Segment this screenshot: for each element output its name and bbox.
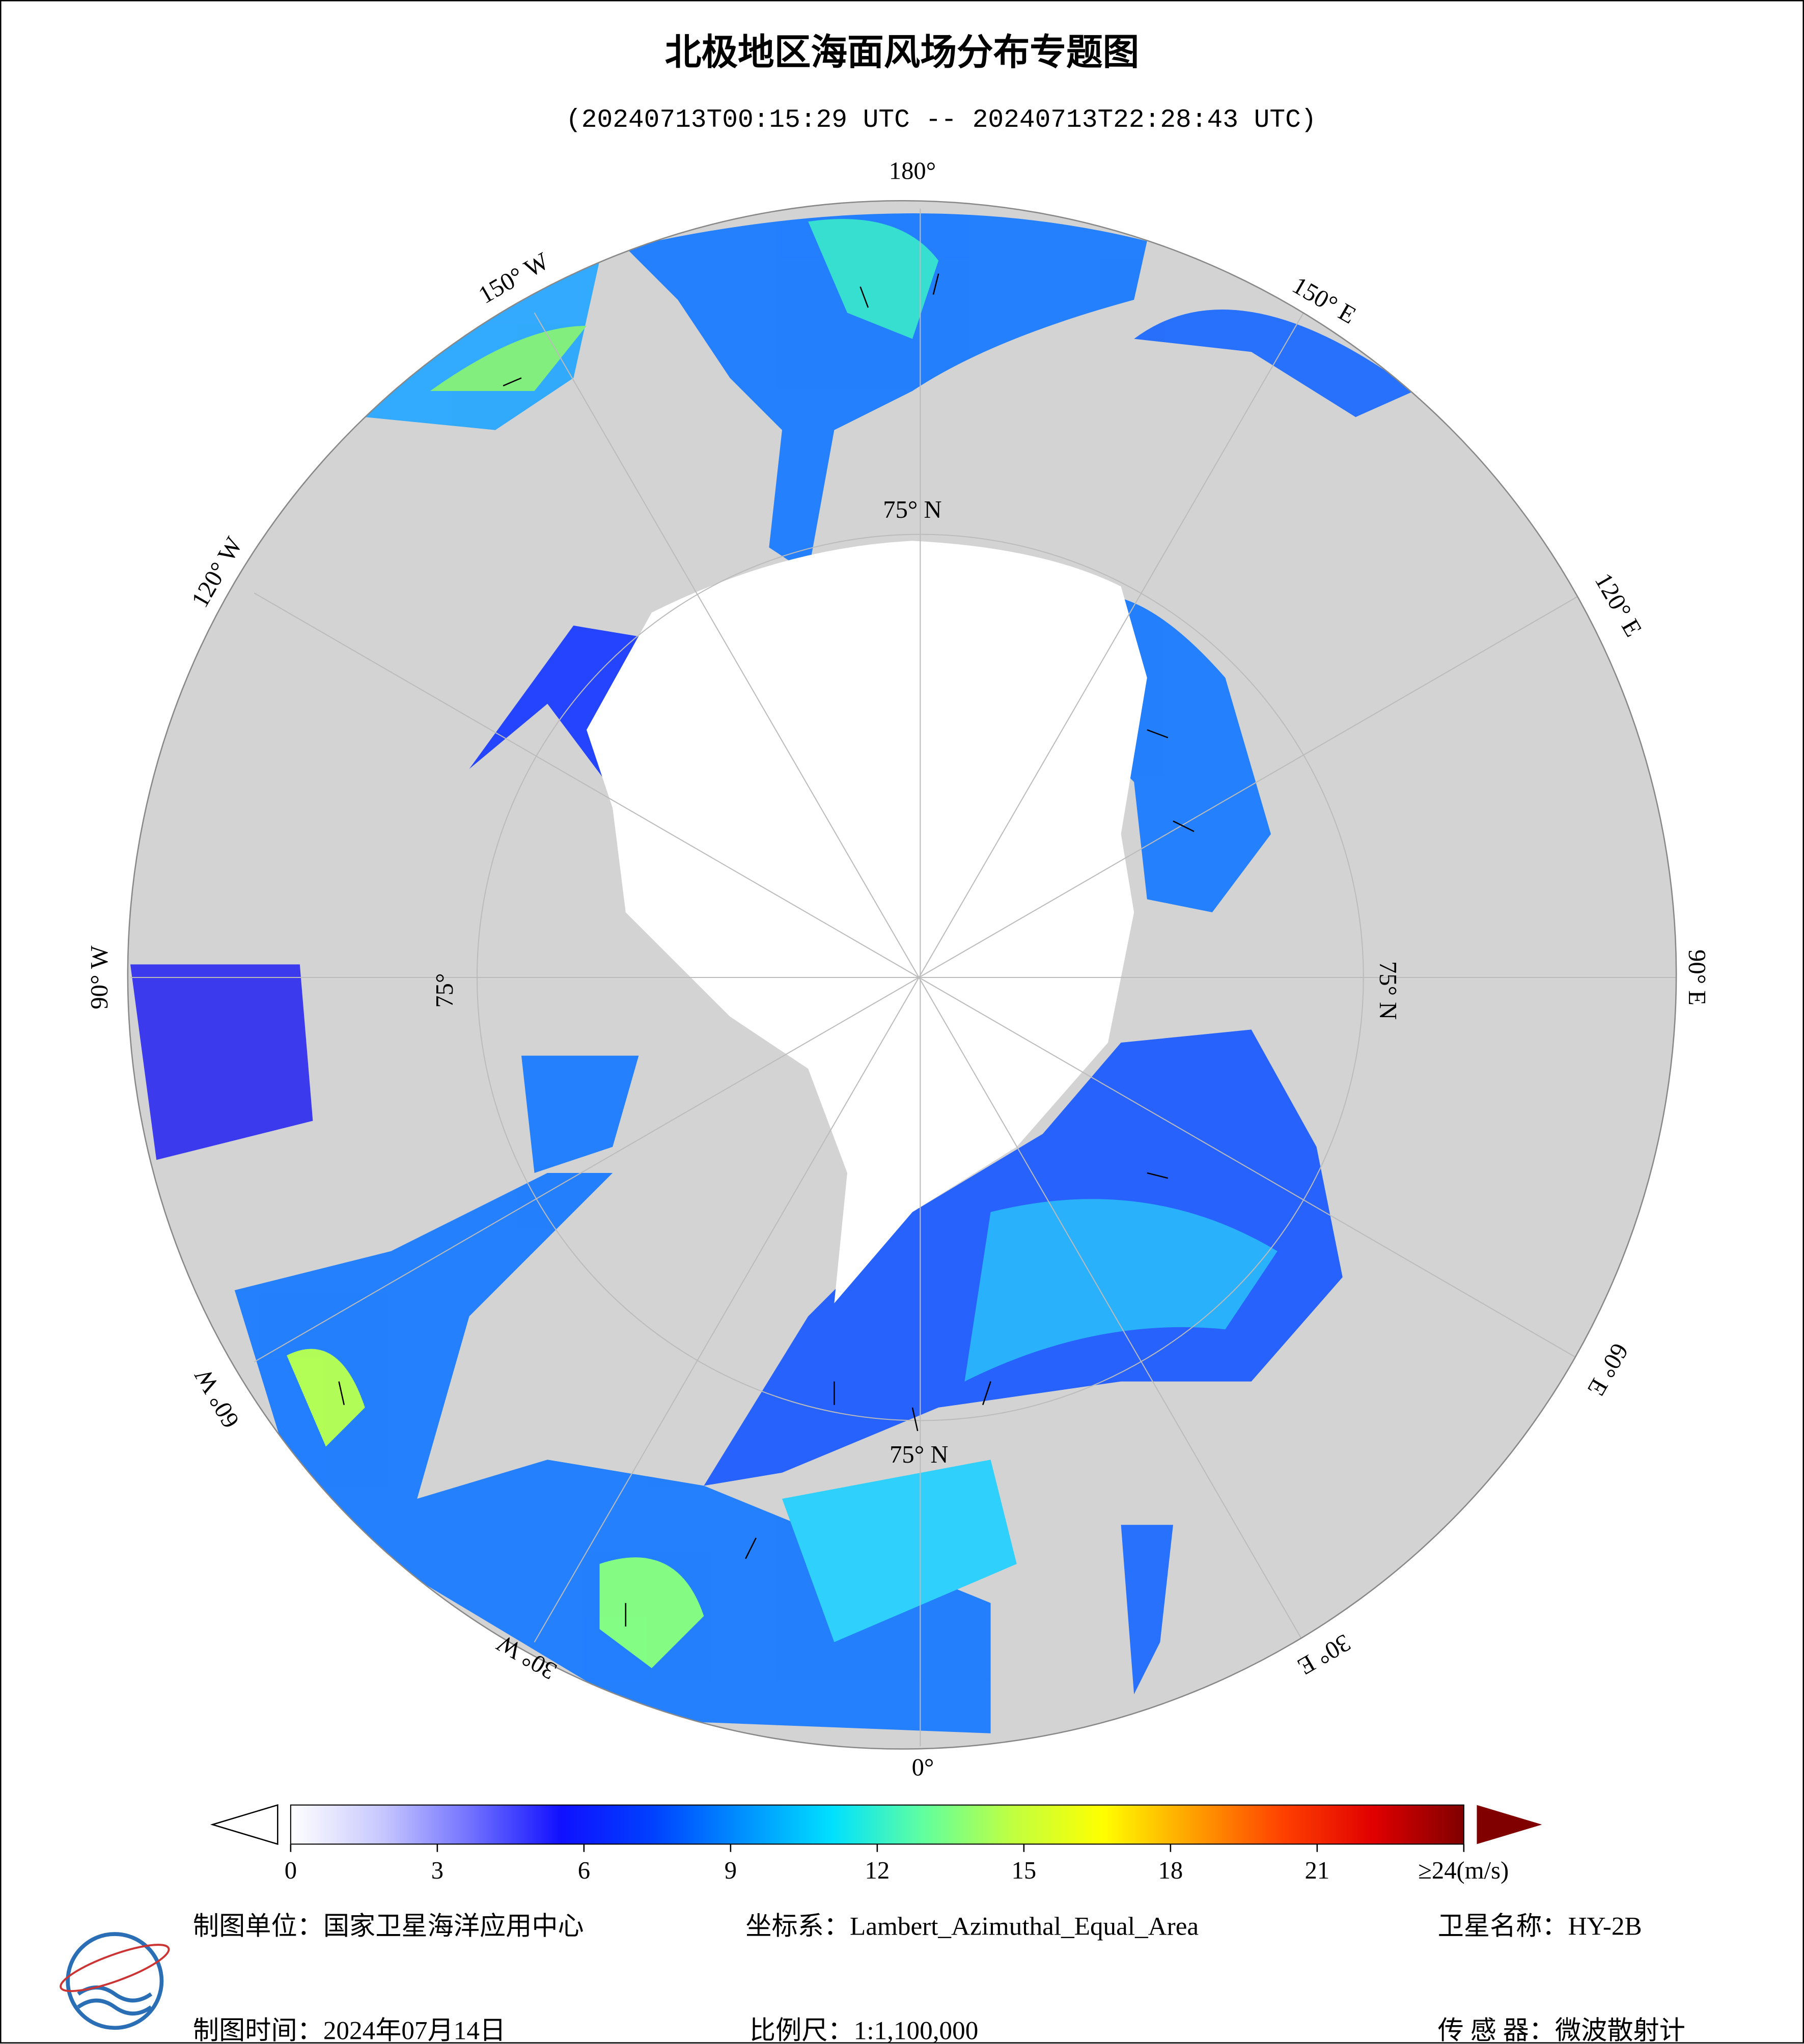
- colorbar-tick-label: 21: [1305, 1857, 1330, 1884]
- lon-label: 120° E: [1590, 568, 1648, 641]
- colorbar: [290, 1804, 1464, 1845]
- lon-label: 60° W: [189, 1364, 244, 1433]
- footer-date: 制图时间：2024年07月14日: [193, 2016, 506, 2044]
- wind-arrows: [338, 273, 1195, 1627]
- footer-satellite: 卫星名称：HY-2B: [1438, 1912, 1642, 1941]
- lat-label: 75° N: [890, 1441, 948, 1468]
- lon-label: 90° E: [1683, 949, 1711, 1005]
- colorbar-tick-label: 12: [865, 1857, 890, 1884]
- lon-label: 0°: [912, 1754, 934, 1781]
- footer-sensor: 传 感 器：微波散射计: [1438, 2016, 1685, 2044]
- lon-label: 180°: [889, 157, 936, 185]
- colorbar-tick-label: 15: [1012, 1857, 1037, 1884]
- footer-crs: 坐标系：Lambert_Azimuthal_Equal_Area: [745, 1912, 1199, 1941]
- colorbar-tick-label: 0: [285, 1857, 297, 1884]
- colorbar-tick-label: 3: [431, 1857, 443, 1884]
- logo: [60, 1932, 170, 2030]
- colorbar-tick-label: 9: [725, 1857, 737, 1884]
- footer-scale: 比例尺：1:1,100,000: [750, 2016, 978, 2044]
- colorbar-tick-label: 6: [578, 1857, 590, 1884]
- colorbar-tick-label: 18: [1158, 1857, 1183, 1884]
- lat-label: 75°: [431, 973, 458, 1008]
- colorbar-tick-label: ≥24(m/s): [1418, 1857, 1509, 1884]
- sea-ice: [586, 541, 1147, 1303]
- title: 北极地区海面风场分布专题图: [665, 31, 1140, 73]
- subtitle: (20240713T00:15:29 UTC -- 20240713T22:28…: [566, 105, 1316, 135]
- lat-label: 75° N: [883, 496, 941, 523]
- lon-label: 60° E: [1582, 1338, 1634, 1401]
- graticule: [130, 208, 1677, 1747]
- map-border: [127, 200, 1677, 1750]
- lat-label: 75° N: [1374, 961, 1402, 1020]
- colorbar-under: [210, 1804, 279, 1845]
- footer-org: 制图单位：国家卫星海洋应用中心: [193, 1912, 584, 1941]
- lon-label: 90° W: [86, 945, 113, 1009]
- colorbar-over: [1477, 1805, 1542, 1844]
- map: [127, 201, 1677, 1749]
